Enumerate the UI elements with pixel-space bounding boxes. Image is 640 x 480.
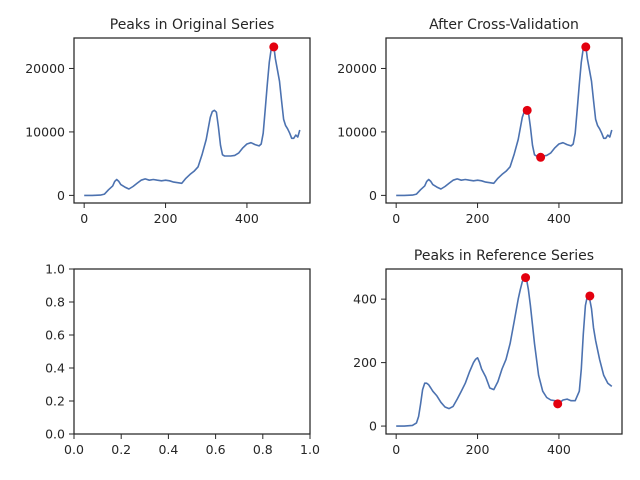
y-tick-label: 20000 (337, 61, 377, 76)
plot-marks (396, 42, 613, 197)
x-tick-label: 200 (466, 442, 490, 457)
axes-frame (385, 268, 623, 435)
peak-point (553, 399, 563, 409)
y-tick-label: 0.4 (45, 361, 65, 376)
tick-group: 0.0 0.2 0.4 0.6 0.8 1.0 0.0 0.2 0.4 0.6 0.8 1.0 (45, 262, 320, 458)
y-tick-label: 400 (353, 292, 377, 307)
subplot-title: Peaks in Reference Series (414, 248, 594, 264)
x-tick-label: 0.0 (64, 442, 84, 457)
y-tick-label: 0.2 (45, 394, 65, 409)
subplot-empty: 0.0 0.2 0.4 0.6 0.8 1.0 0.0 0.2 0.4 0.6 0.8 1.0 (45, 262, 320, 458)
peak-point (269, 42, 279, 52)
peak-point (536, 152, 546, 162)
tick-group: 0 200 400 0 200 400 (353, 292, 571, 457)
x-tick-label: 400 (547, 442, 571, 457)
axes-frame (73, 268, 311, 435)
series-line (84, 45, 301, 197)
tick-group: 0 200 400 0 10000 20000 (25, 61, 259, 226)
axes-frame (385, 37, 623, 204)
y-tick-label: 200 (353, 355, 377, 370)
x-tick-label: 0 (392, 442, 400, 457)
x-tick-label: 0.6 (206, 442, 226, 457)
peak-point (521, 273, 531, 283)
x-tick-label: 0.4 (158, 442, 178, 457)
peak-point (581, 42, 591, 52)
subplot-original: Peaks in Original Series 0 200 400 0 10000 20… (25, 17, 311, 226)
y-tick-label: 0.8 (45, 295, 65, 310)
y-tick-label: 0 (369, 419, 377, 434)
y-tick-label: 10000 (337, 124, 377, 139)
y-tick-label: 20000 (25, 61, 65, 76)
y-tick-label: 0 (369, 188, 377, 203)
peak-point (585, 291, 595, 301)
plot-marks (396, 273, 613, 427)
peak-point (522, 105, 532, 115)
plot-marks (84, 42, 301, 197)
tick-group: 0 200 400 0 10000 20000 (337, 61, 571, 226)
series-line (396, 277, 613, 427)
subplot-title: Peaks in Original Series (110, 17, 275, 33)
subplot-title: After Cross-Validation (429, 17, 579, 33)
x-tick-label: 400 (235, 211, 259, 226)
subplot-cross-validation: After Cross-Validation 0 200 400 0 10000 2000… (337, 17, 623, 226)
x-tick-label: 0.8 (253, 442, 273, 457)
y-tick-label: 0.6 (45, 328, 65, 343)
y-tick-label: 0 (57, 188, 65, 203)
y-tick-label: 10000 (25, 124, 65, 139)
x-tick-label: 1.0 (300, 442, 320, 457)
x-tick-label: 0.2 (111, 442, 131, 457)
axes-frame (73, 37, 311, 204)
x-tick-label: 200 (154, 211, 178, 226)
x-tick-label: 0 (392, 211, 400, 226)
y-tick-label: 1.0 (45, 262, 65, 277)
x-tick-label: 0 (80, 211, 88, 226)
x-tick-label: 200 (466, 211, 490, 226)
series-line (396, 45, 613, 197)
y-tick-label: 0.0 (45, 427, 65, 442)
subplot-reference: Peaks in Reference Series 0 200 400 0 200 400 (353, 248, 623, 457)
x-tick-label: 400 (547, 211, 571, 226)
